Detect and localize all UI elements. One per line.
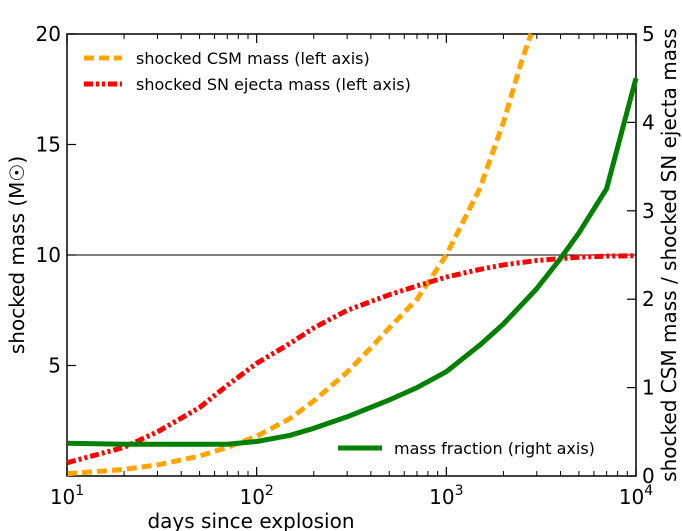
x-tick-label: 103: [429, 483, 463, 509]
series-line-0: [66, 33, 534, 477]
x-axis-title: days since explosion: [147, 509, 354, 531]
right-axis-title: shocked CSM mass / shocked SN ejecta mas…: [657, 28, 681, 482]
series-line-1: [66, 253, 637, 466]
y-right-tick-label: 2: [642, 287, 655, 311]
y-right-tick-label: 5: [642, 22, 655, 46]
y-right-tick-label: 4: [642, 110, 655, 134]
y-right-tick-label: 3: [642, 199, 655, 223]
ticks-layer: 101 102 103 104 5 10 15 20 0 1 2 3 4 5: [36, 22, 655, 509]
y-left-tick-label: 20: [36, 22, 61, 46]
x-tick-label: 102: [239, 483, 273, 509]
legend-top: shocked CSM mass (left axis) shocked SN …: [84, 49, 411, 94]
series-line-2: [66, 77, 639, 447]
y-left-tick-label: 10: [36, 243, 61, 267]
legend-label-csm: shocked CSM mass (left axis): [136, 49, 370, 68]
x-tick-label: 104: [619, 483, 653, 509]
y-right-tick-label: 0: [642, 464, 655, 488]
legend-label-fraction: mass fraction (right axis): [394, 439, 595, 458]
y-left-tick-label: 15: [36, 133, 61, 157]
legend-bottom: mass fraction (right axis): [338, 439, 595, 458]
left-axis-title: shocked mass (M☉): [5, 156, 29, 354]
series-layer: [66, 33, 639, 477]
y-left-tick-label: 5: [48, 354, 61, 378]
plot-area: 101 102 103 104 5 10 15 20 0 1 2 3 4 5: [36, 22, 655, 509]
x-tick-label: 101: [50, 483, 84, 509]
y-right-tick-label: 1: [642, 376, 655, 400]
legend-label-ejecta: shocked SN ejecta mass (left axis): [136, 75, 411, 94]
